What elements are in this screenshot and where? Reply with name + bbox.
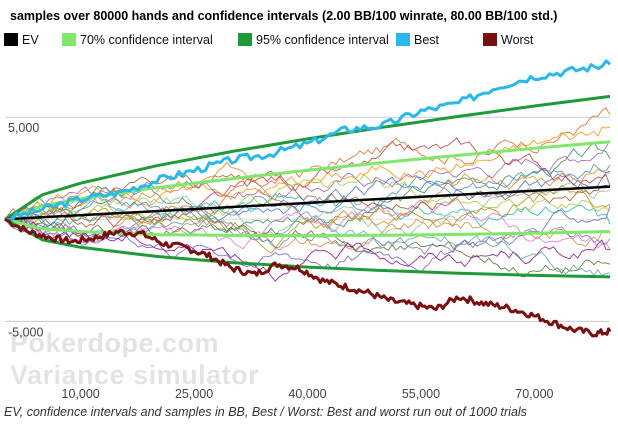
x-tick-label: 70,000 [515,387,553,401]
ev-line [4,185,611,221]
y-tick-label: -5,000 [8,325,43,339]
watermark-line-2: Variance simulator [10,360,259,390]
watermark-line-1: Pokerdope.com [10,328,219,358]
sample-line [4,170,611,221]
sample-line [4,137,611,232]
legend-label: Worst [501,33,534,47]
sample-line [4,161,611,229]
chart-caption: EV, confidence intervals and samples in … [4,405,527,419]
legend-swatch [4,33,18,46]
sample-line [4,195,611,277]
tick-labels: -5,000 5,000 10,000 25,000 40,000 55,000 70,00… [8,121,554,401]
legend-swatch [396,33,410,46]
legend-swatch [238,33,252,46]
legend-label: 70% confidence interval [80,33,213,47]
sample-line [4,174,611,227]
ci95-upper-line [4,94,611,221]
series-lines [4,59,612,338]
x-tick-label: 10,000 [62,387,100,401]
chart-title: samples over 80000 hands and confidence … [10,9,557,23]
legend-label: 95% confidence interval [256,33,389,47]
y-tick-label: 5,000 [8,121,39,135]
sample-line [4,215,611,282]
x-tick-label: 40,000 [288,387,326,401]
x-tick-label: 55,000 [402,387,440,401]
sample-line [4,141,611,234]
legend-swatch [483,33,497,46]
legend: EV 70% confidence interval 95% confidence … [4,33,534,47]
header-background [0,0,618,56]
ci70-lower-line [4,217,611,238]
legend-swatch [62,33,76,46]
best-line [4,59,611,222]
x-tick-label: 25,000 [175,387,213,401]
sample-line [4,184,611,254]
worst-line [4,217,612,338]
legend-label: Best [414,33,440,47]
legend-label: EV [22,33,39,47]
